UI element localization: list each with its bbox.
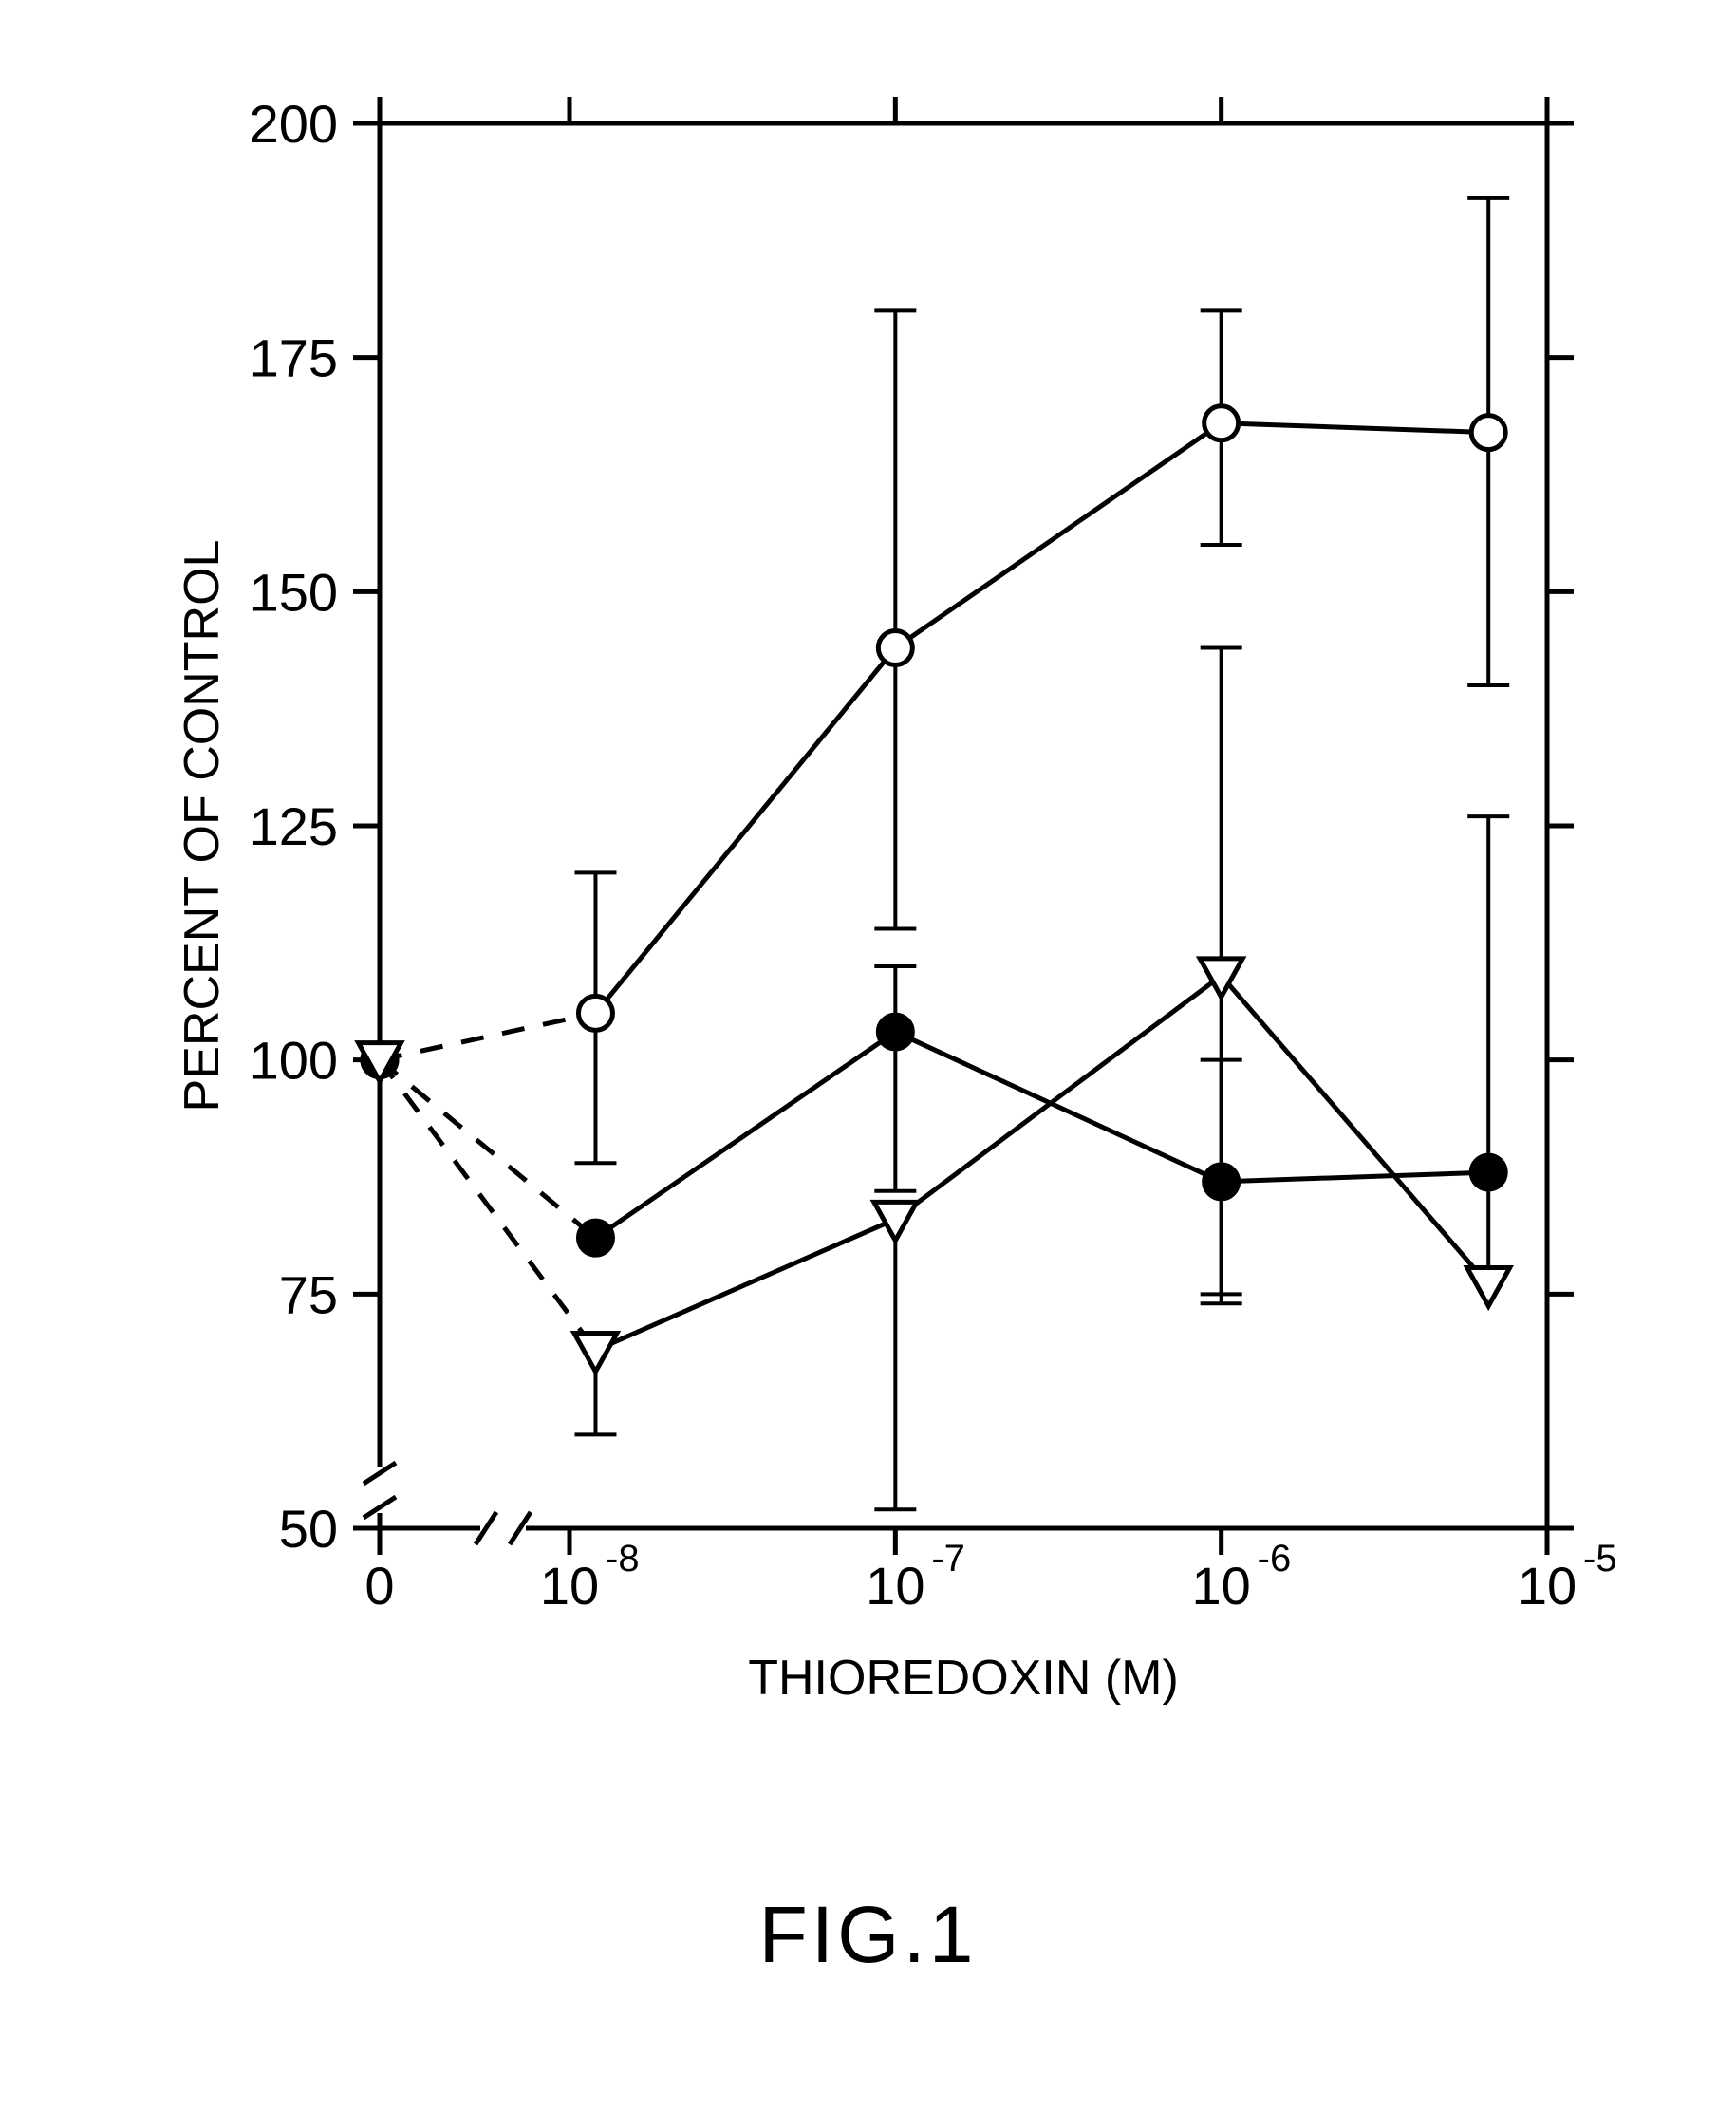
page: 50 75 100 125 150 175 200 PERCENT OF CONTROL 0 10…	[0, 0, 1736, 2112]
svg-text:10: 10	[1518, 1556, 1577, 1616]
chart-container: 50 75 100 125 150 175 200 PERCENT OF CONTROL 0 10…	[161, 85, 1585, 1747]
line-chart: 50 75 100 125 150 175 200 PERCENT OF CONTROL 0 10…	[161, 85, 1585, 1747]
svg-text:-6: -6	[1258, 1538, 1292, 1579]
svg-text:200: 200	[250, 94, 338, 154]
svg-text:THIOREDOXIN (M): THIOREDOXIN (M)	[748, 1651, 1179, 1706]
svg-text:0: 0	[364, 1556, 394, 1616]
svg-text:-7: -7	[931, 1538, 965, 1579]
svg-text:150: 150	[250, 562, 338, 622]
svg-text:PERCENT OF CONTROL: PERCENT OF CONTROL	[175, 540, 230, 1112]
svg-text:50: 50	[279, 1499, 338, 1559]
svg-text:125: 125	[250, 796, 338, 856]
svg-text:10: 10	[866, 1556, 924, 1616]
svg-text:10: 10	[1192, 1556, 1251, 1616]
svg-text:175: 175	[250, 328, 338, 388]
svg-text:100: 100	[250, 1031, 338, 1091]
svg-text:-5: -5	[1583, 1538, 1617, 1579]
svg-text:75: 75	[279, 1264, 338, 1324]
svg-text:-8: -8	[606, 1538, 640, 1579]
svg-text:10: 10	[540, 1556, 599, 1616]
figure-title: FIG.1	[0, 1889, 1736, 1981]
